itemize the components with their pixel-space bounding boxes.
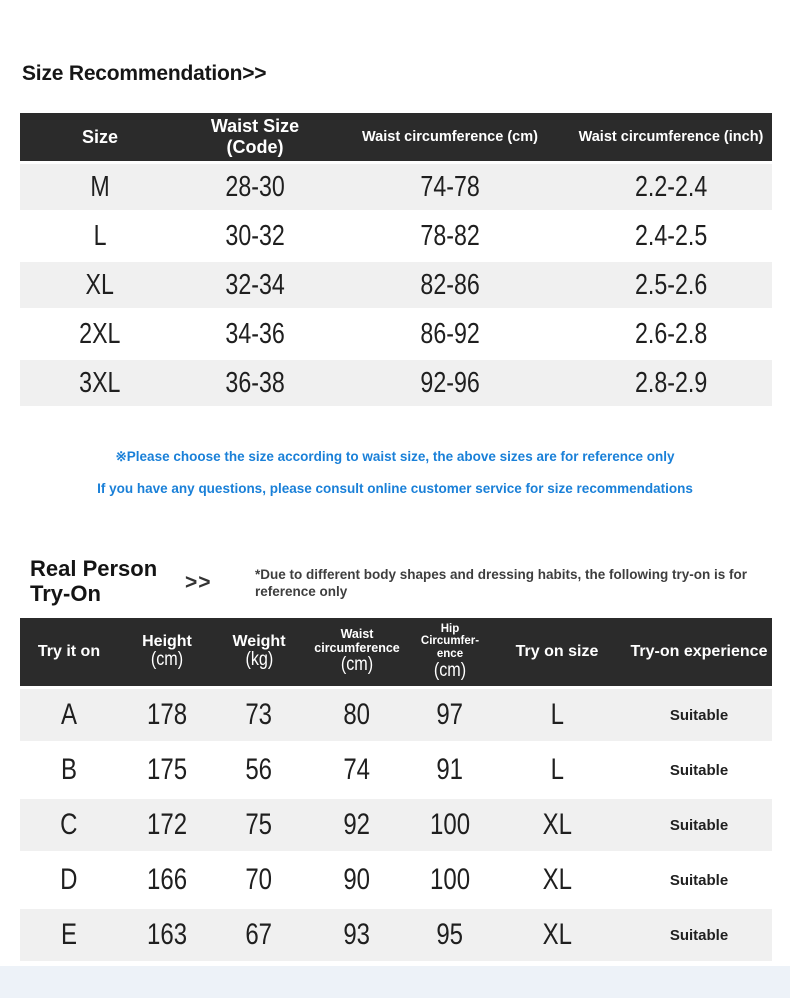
chevrons-icon: >> (185, 571, 212, 594)
footer-strip (0, 966, 790, 998)
model-id: C (60, 808, 78, 841)
waist-cm-value: 74-78 (420, 170, 480, 203)
hip-value: 95 (436, 918, 464, 951)
waist-inch-value: 2.8-2.9 (634, 366, 708, 399)
tryon-header-try-it-on: Try it on (37, 643, 101, 661)
waist-code-value: 30-32 (225, 219, 285, 252)
waist-cm-value: 92-96 (420, 366, 480, 399)
waist-code-value: 32-34 (225, 268, 285, 301)
experience-value: Suitable (669, 761, 729, 779)
tryon-header-height: Height (cm) (142, 632, 192, 671)
waist-code-value: 34-36 (225, 317, 285, 350)
try-on-size-value: XL (542, 808, 572, 841)
weight-value: 67 (245, 918, 273, 951)
model-id: A (60, 698, 77, 731)
hip-value: 97 (436, 698, 464, 731)
tryon-header-experience: Try-on experience (630, 643, 768, 661)
waist-cm-value: 82-86 (420, 268, 480, 301)
try-on-size-value: XL (542, 863, 572, 896)
tryon-header-waist: Waist circumference (cm) (314, 626, 400, 676)
waist-code-value: 36-38 (225, 366, 285, 399)
height-value: 166 (146, 863, 188, 896)
waist-cm-value: 86-92 (420, 317, 480, 350)
hip-value: 91 (436, 753, 464, 786)
experience-value: Suitable (669, 871, 729, 889)
try-on-size-value: L (550, 698, 564, 731)
table-row: 3XL 36-38 92-96 2.8-2.9 (20, 360, 772, 409)
size-value: 3XL (79, 366, 121, 399)
size-table: Size Waist Size (Code) Waist circumferen… (20, 113, 772, 409)
tryon-header-weight: Weight (kg) (232, 632, 286, 671)
height-value: 175 (146, 753, 188, 786)
waist-code-value: 28-30 (225, 170, 285, 203)
height-value: 163 (146, 918, 188, 951)
waist-value: 93 (343, 918, 371, 951)
size-table-header-waist-inch: Waist circumference (inch) (578, 129, 764, 145)
note-line-2: If you have any questions, please consul… (97, 481, 693, 496)
hip-value: 100 (429, 808, 471, 841)
try-on-size-value: XL (542, 918, 572, 951)
experience-value: Suitable (669, 706, 729, 724)
tryon-disclaimer: *Due to different body shapes and dressi… (255, 567, 748, 599)
waist-inch-value: 2.2-2.4 (634, 170, 708, 203)
experience-value: Suitable (669, 816, 729, 834)
waist-value: 80 (343, 698, 371, 731)
size-table-header-row: Size Waist Size (Code) Waist circumferen… (20, 113, 772, 161)
tryon-title-line-2: Try-On (30, 581, 101, 606)
try-on-size-value: L (550, 753, 564, 786)
model-id: D (60, 863, 78, 896)
table-row: M 28-30 74-78 2.2-2.4 (20, 164, 772, 213)
tryon-table-header-row: Try it on Height (cm) Weight (kg) Waist … (20, 618, 772, 686)
size-value: XL (85, 268, 115, 301)
size-table-header-waist-cm: Waist circumference (cm) (362, 129, 538, 145)
waist-value: 90 (343, 863, 371, 896)
size-table-header-size: Size (81, 126, 119, 147)
tryon-title-line-1: Real Person (30, 556, 158, 581)
model-id: B (60, 753, 77, 786)
weight-value: 56 (245, 753, 273, 786)
waist-inch-value: 2.4-2.5 (634, 219, 708, 252)
table-row: C 172 75 92 100 XL Suitable (20, 799, 772, 854)
page-title: Size Recommendation>> (22, 62, 267, 85)
table-row: D 166 70 90 100 XL Suitable (20, 854, 772, 909)
size-notes: ※Please choose the size according to wai… (0, 448, 790, 512)
size-value: 2XL (79, 317, 121, 350)
tryon-header-try-on-size: Try on size (515, 643, 599, 661)
weight-value: 70 (245, 863, 273, 896)
table-row: XL 32-34 82-86 2.5-2.6 (20, 262, 772, 311)
table-row: 2XL 34-36 86-92 2.6-2.8 (20, 311, 772, 360)
waist-value: 74 (343, 753, 371, 786)
table-row: A 178 73 80 97 L Suitable (20, 689, 772, 744)
table-row: B 175 56 74 91 L Suitable (20, 744, 772, 799)
table-row: E 163 67 93 95 XL Suitable (20, 909, 772, 964)
model-id: E (60, 918, 77, 951)
size-table-header-waist-code: Waist Size (Code) (210, 116, 300, 157)
tryon-section-title: Real Person Try-On (30, 556, 157, 606)
experience-value: Suitable (669, 926, 729, 944)
weight-value: 75 (245, 808, 273, 841)
table-row: L 30-32 78-82 2.4-2.5 (20, 213, 772, 262)
weight-value: 73 (245, 698, 273, 731)
height-value: 178 (146, 698, 188, 731)
height-value: 172 (146, 808, 188, 841)
waist-inch-value: 2.5-2.6 (634, 268, 708, 301)
tryon-header-hip: Hip Circumfer- ence (cm) (420, 622, 480, 681)
waist-value: 92 (343, 808, 371, 841)
tryon-table: Try it on Height (cm) Weight (kg) Waist … (20, 618, 772, 964)
size-value: L (93, 219, 107, 252)
hip-value: 100 (429, 863, 471, 896)
waist-inch-value: 2.6-2.8 (634, 317, 708, 350)
waist-cm-value: 78-82 (420, 219, 480, 252)
note-line-1: ※Please choose the size according to wai… (115, 449, 675, 464)
size-value: M (90, 170, 110, 203)
